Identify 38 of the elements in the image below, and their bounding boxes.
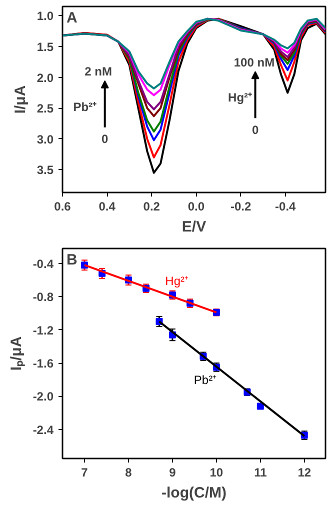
annotation: 0 <box>102 132 109 146</box>
x-tick-label: 0.0 <box>188 200 205 214</box>
annotation: Hg²⁺ <box>228 90 252 105</box>
series-label: Hg²⁺ <box>165 274 189 288</box>
x-tick-label: 0.6 <box>54 200 72 214</box>
y-tick-label: -0.4 <box>32 256 54 271</box>
x-tick-label: 7 <box>81 466 88 480</box>
y-tick-label: -2.4 <box>32 422 54 437</box>
annotation: 100 nM <box>234 55 275 70</box>
x-tick-label: -0.4 <box>275 200 296 214</box>
x-tick-label: 9 <box>169 466 176 480</box>
annotation: 0 <box>252 122 259 137</box>
y-tick-label: -2.0 <box>32 390 54 404</box>
annotation: B <box>66 252 78 269</box>
x-tick-label: 12 <box>298 466 312 480</box>
y-axis-title: Iₚ/μA <box>8 336 25 371</box>
y-axis-title: I/μA <box>12 85 29 114</box>
y-tick-label: 3.5 <box>36 163 54 178</box>
y-tick-label: 3.0 <box>36 132 54 146</box>
x-tick-label: 10 <box>210 466 224 480</box>
y-tick-label: 1.5 <box>36 40 54 54</box>
x-axis-title: E/V <box>182 218 206 236</box>
x-tick-label: -0.2 <box>230 200 252 214</box>
annotation: A <box>66 9 78 26</box>
y-tick-label: 1.0 <box>36 9 54 24</box>
y-tick-label: -1.6 <box>32 356 54 371</box>
y-tick-label: -0.8 <box>32 290 54 304</box>
series-label: Pb²⁺ <box>194 373 217 388</box>
annotation: Pb²⁺ <box>73 100 97 114</box>
y-tick-label: 2.0 <box>36 70 54 85</box>
x-tick-label: 0.4 <box>98 200 116 214</box>
y-tick-label: 2.5 <box>36 102 54 116</box>
x-tick-label: 0.2 <box>143 200 160 214</box>
x-axis-title: -log(C/M) <box>162 484 226 502</box>
annotation: 2 nM <box>84 64 112 79</box>
y-tick-label: -1.2 <box>32 323 54 338</box>
x-tick-label: 8 <box>125 466 132 480</box>
x-tick-label: 11 <box>254 466 268 480</box>
